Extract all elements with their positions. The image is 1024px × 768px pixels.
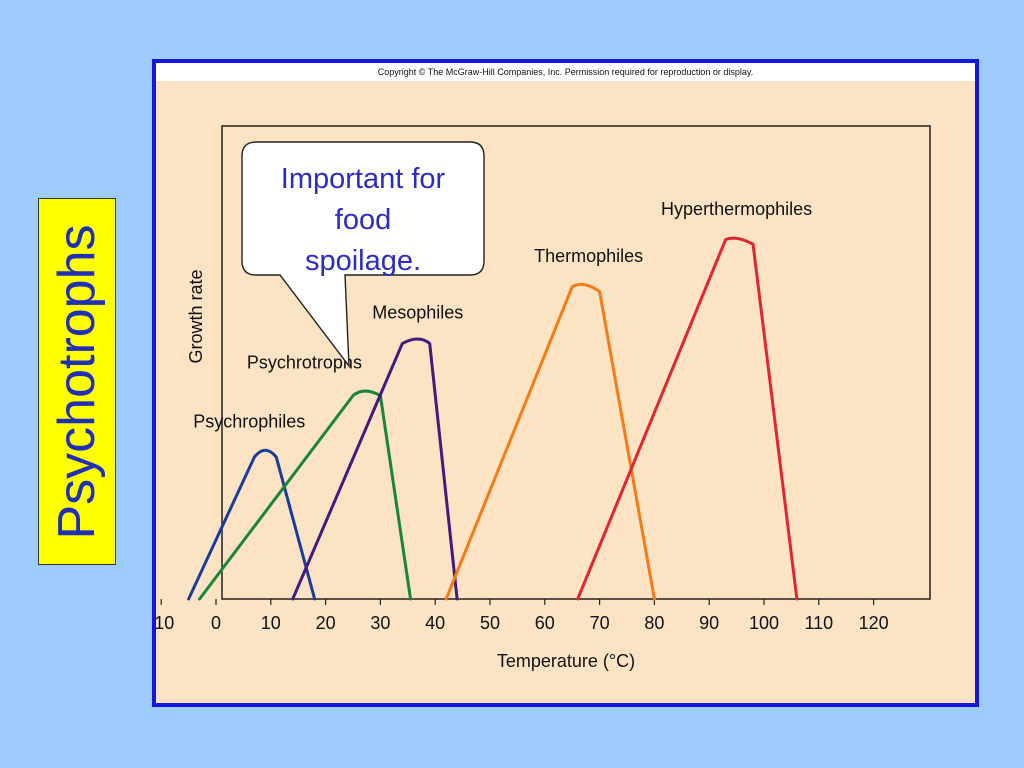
series-label-psychrophiles: Psychrophiles xyxy=(193,411,305,431)
x-tick-label: 20 xyxy=(316,613,336,633)
figure-frame: Copyright © The McGraw-Hill Companies, I… xyxy=(152,59,979,707)
plot-frame xyxy=(221,125,931,600)
x-tick-label: -10 xyxy=(156,613,174,633)
x-tick-label: 30 xyxy=(370,613,390,633)
series-curve-hyperthermophiles xyxy=(576,236,799,601)
x-axis-title: Temperature (°C) xyxy=(497,651,635,671)
series-label-psychrotrophs: Psychrotrophs xyxy=(247,353,362,373)
x-tick-label: 110 xyxy=(804,613,833,633)
series-curve-psychrophiles xyxy=(187,448,317,601)
series-curve-thermophiles xyxy=(444,282,656,601)
x-tick-label: 100 xyxy=(749,613,779,633)
callout-text-line: Important for xyxy=(281,163,446,195)
callout-text-line: food xyxy=(335,204,391,236)
series-label-hyperthermophiles: Hyperthermophiles xyxy=(661,199,812,219)
x-tick-label: 0 xyxy=(211,613,221,633)
x-tick-label: 50 xyxy=(480,613,500,633)
series-label-mesophiles: Mesophiles xyxy=(372,302,463,322)
x-tick-label: 10 xyxy=(261,613,281,633)
side-title-box: Psychotrophs xyxy=(38,198,116,565)
series-label-thermophiles: Thermophiles xyxy=(534,246,643,266)
growth-rate-chart: -10 0 10 20 30 40 50 60 70 80 90 100 110 120 Temperatu… xyxy=(156,125,931,671)
callout: Important for food spoilage. xyxy=(241,141,485,369)
y-axis-title: Growth rate xyxy=(186,269,206,363)
callout-bubble xyxy=(241,141,485,369)
copyright-notice: Copyright © The McGraw-Hill Companies, I… xyxy=(156,63,975,81)
x-tick-label: 60 xyxy=(535,613,555,633)
x-tick-label: 70 xyxy=(590,613,610,633)
plot-layer: -10 0 10 20 30 40 50 60 70 80 90 100 110 120 Temperatu… xyxy=(156,125,931,671)
x-tick-label: 40 xyxy=(425,613,445,633)
series-curve-mesophiles xyxy=(291,337,459,601)
side-title: Psychotrophs xyxy=(48,223,106,540)
x-tick-label: 90 xyxy=(699,613,719,633)
callout-text-line: spoilage. xyxy=(305,245,421,277)
x-tick-label: 120 xyxy=(859,613,889,633)
x-tick-label: 80 xyxy=(644,613,664,633)
